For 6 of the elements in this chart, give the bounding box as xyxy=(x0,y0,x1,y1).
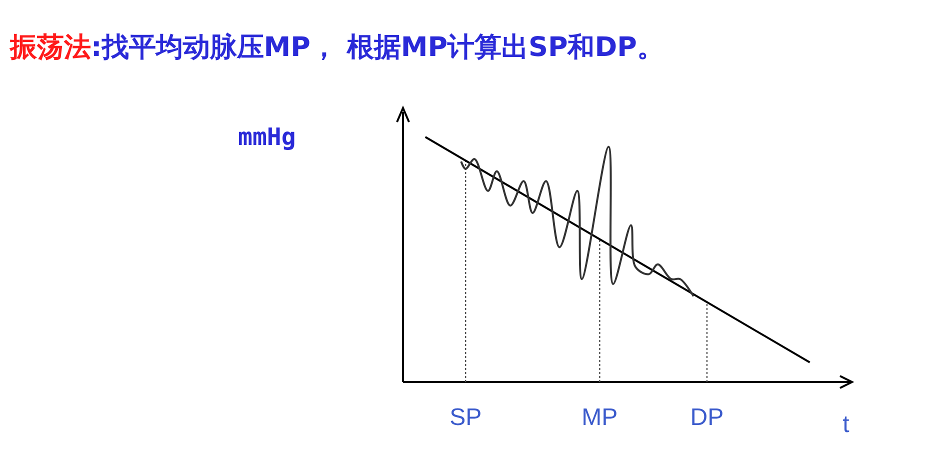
x-axis-title: t xyxy=(842,411,850,438)
y-axis-title: mmHg xyxy=(238,123,296,151)
x-tick-label: MP xyxy=(582,404,618,432)
x-tick-label: SP xyxy=(450,404,482,432)
chart-title: 振荡法:找平均动脉压MP， 根据MP计算出SP和DP。 xyxy=(9,32,664,63)
x-tick-label: DP xyxy=(690,404,724,432)
